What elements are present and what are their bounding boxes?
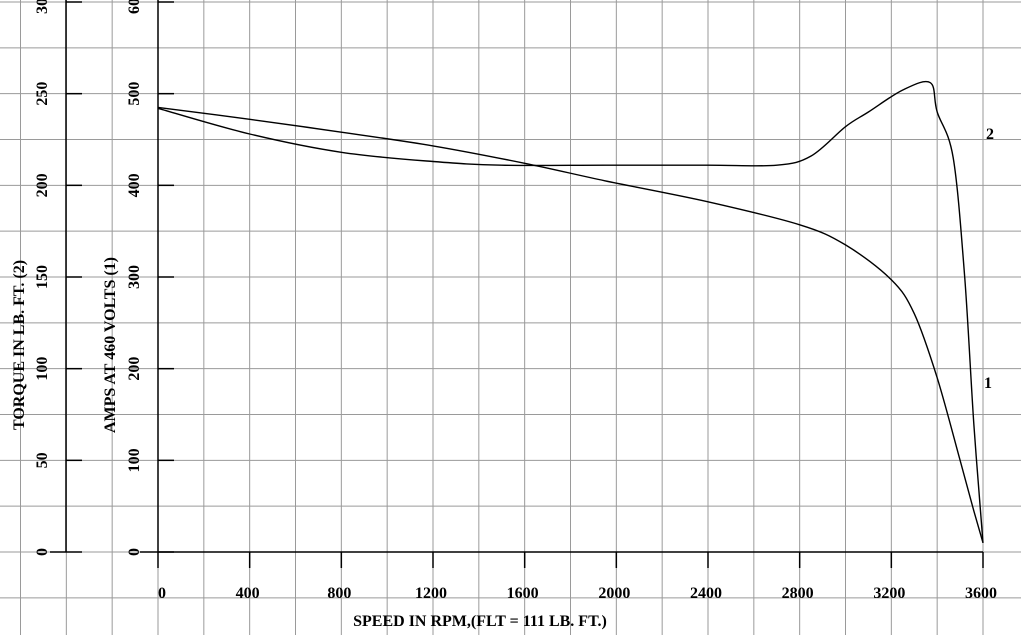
torque-tick-label: 150 bbox=[34, 265, 51, 289]
series-1-label: 1 bbox=[984, 375, 992, 392]
x-tick-label: 800 bbox=[327, 585, 351, 602]
series-1-line bbox=[157, 106, 984, 543]
torque-tick-label: 300 bbox=[34, 0, 51, 14]
series-2-label: 2 bbox=[986, 126, 994, 143]
series-2-line bbox=[157, 80, 984, 543]
torque-tick-label: 250 bbox=[34, 82, 51, 106]
amps-tick-label: 400 bbox=[126, 173, 143, 197]
amps-tick-label: 100 bbox=[126, 448, 143, 472]
curve-labels: 12 bbox=[984, 126, 994, 392]
x-tick-label: 3600 bbox=[965, 585, 997, 602]
amps-tick-label: 500 bbox=[126, 82, 143, 106]
x-tick-label: 2000 bbox=[598, 585, 630, 602]
torque-tick-label: 200 bbox=[34, 173, 51, 197]
amps-tick-label: 0 bbox=[126, 548, 143, 556]
curves bbox=[157, 80, 984, 543]
x-tick-labels: 0 400 800 1200 1600 2000 2400 2800 3200 3600 bbox=[158, 585, 997, 602]
amps-tick-label: 600 bbox=[126, 0, 143, 14]
x-tick-label: 400 bbox=[236, 585, 260, 602]
x-tick-label: 2400 bbox=[690, 585, 722, 602]
axes bbox=[50, 0, 984, 568]
amps-axis-title: AMPS AT 460 VOLTS (1) bbox=[102, 257, 119, 433]
torque-tick-label: 50 bbox=[34, 452, 51, 468]
amps-tick-label: 200 bbox=[126, 357, 143, 381]
x-tick-label: 0 bbox=[158, 585, 166, 602]
amps-tick-label: 300 bbox=[126, 265, 143, 289]
x-tick-label: 3200 bbox=[873, 585, 905, 602]
x-tick-label: 1600 bbox=[507, 585, 539, 602]
torque-tick-label: 0 bbox=[34, 548, 51, 556]
torque-axis-title: TORQUE IN LB. FT. (2) bbox=[11, 260, 28, 430]
x-tick-label: 2800 bbox=[782, 585, 814, 602]
torque-tick-label: 100 bbox=[34, 357, 51, 381]
amps-tick-labels: 0 100 200 300 400 500 600 bbox=[126, 0, 143, 556]
x-axis-title: SPEED IN RPM,(FLT = 111 LB. FT.) bbox=[353, 613, 607, 630]
torque-tick-labels: 0 50 100 150 200 250 300 bbox=[34, 0, 51, 556]
x-tick-label: 1200 bbox=[415, 585, 447, 602]
